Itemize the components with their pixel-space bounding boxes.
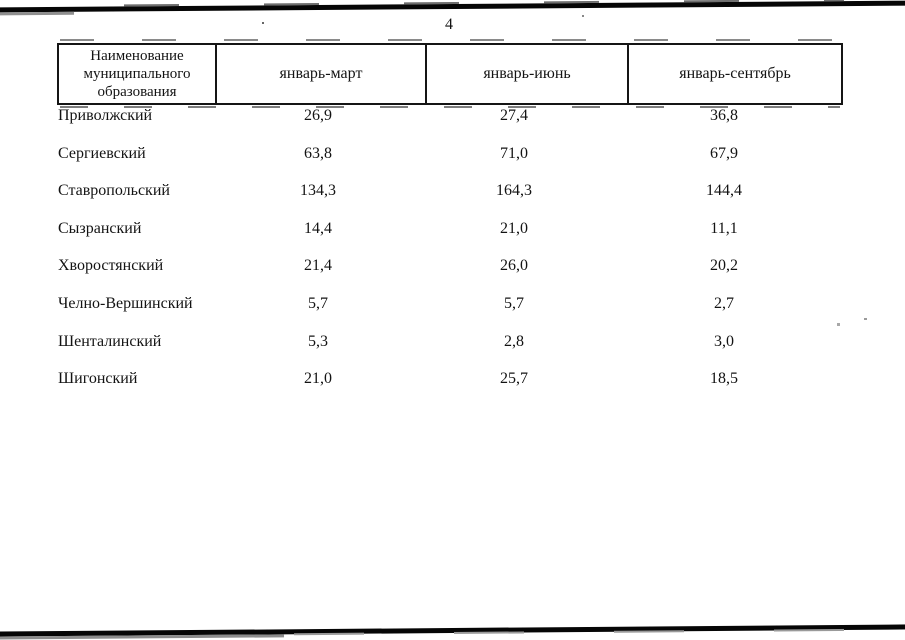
row-municipality-name: Сергиевский (58, 144, 146, 162)
row-value: 134,3 (300, 182, 336, 200)
row-municipality-name: Челно-Вершинский (58, 294, 193, 312)
table-row: Приволжский 26,9 27,4 36,8 (57, 105, 843, 143)
scan-speck (262, 22, 264, 24)
table-row: Ставропольский 134,3 164,3 144,4 (57, 180, 843, 218)
row-municipality-name: Приволжский (58, 107, 153, 124)
row-value: 3,0 (714, 332, 734, 350)
row-municipality-name: Шигонский (58, 370, 138, 388)
row-municipality-name: Сызранский (58, 219, 142, 237)
column-header-name: Наименование муниципального образования (83, 48, 191, 100)
column-header-january-september: январь-сентябрь (627, 45, 841, 103)
row-value: 21,4 (304, 257, 332, 275)
row-value: 27,4 (500, 107, 528, 124)
column-header-january-march: январь-март (215, 45, 425, 103)
row-value: 20,2 (710, 257, 738, 275)
row-municipality-name: Ставропольский (58, 182, 170, 200)
row-value: 18,5 (710, 370, 738, 388)
table-row: Шенталинский 5,3 2,8 3,0 (57, 331, 843, 369)
row-value: 63,8 (304, 144, 332, 162)
row-municipality-name: Шенталинский (58, 332, 162, 350)
row-value: 26,0 (500, 257, 528, 275)
row-value: 26,9 (304, 107, 332, 124)
scan-smudge-header-bottom (60, 106, 840, 108)
row-value: 164,3 (496, 182, 532, 200)
row-value: 21,0 (500, 219, 528, 237)
table-row: Шигонский 21,0 25,7 18,5 (57, 368, 843, 406)
page-number: 4 (445, 16, 453, 33)
scan-edge-top (0, 0, 905, 13)
row-value: 144,4 (706, 182, 742, 200)
row-municipality-name: Хворостянский (58, 257, 164, 275)
scan-speck (837, 323, 840, 326)
municipal-data-table: Наименование муниципального образования … (57, 43, 843, 406)
scan-edge-bottom (0, 624, 905, 637)
row-value: 2,7 (714, 294, 734, 312)
column-header-january-june: январь-июнь (425, 45, 627, 103)
row-value: 14,4 (304, 219, 332, 237)
table-row: Сызранский 14,4 21,0 11,1 (57, 218, 843, 256)
row-value: 67,9 (710, 144, 738, 162)
scan-speck (582, 15, 584, 17)
row-value: 5,7 (504, 294, 524, 312)
table-row: Челно-Вершинский 5,7 5,7 2,7 (57, 293, 843, 331)
row-value: 36,8 (710, 107, 738, 124)
table-header-row: Наименование муниципального образования … (57, 43, 843, 105)
row-value: 5,3 (308, 332, 328, 350)
scan-smudge-header-top (60, 39, 840, 41)
row-value: 71,0 (500, 144, 528, 162)
row-value: 5,7 (308, 294, 328, 312)
table-body: Приволжский 26,9 27,4 36,8 Сергиевский 63,8 71… (57, 105, 843, 406)
row-value: 2,8 (504, 332, 524, 350)
table-row: Хворостянский 21,4 26,0 20,2 (57, 255, 843, 293)
row-value: 11,1 (710, 219, 738, 237)
table-row: Сергиевский 63,8 71,0 67,9 (57, 143, 843, 181)
row-value: 21,0 (304, 370, 332, 388)
row-value: 25,7 (500, 370, 528, 388)
scan-speck (864, 318, 867, 320)
